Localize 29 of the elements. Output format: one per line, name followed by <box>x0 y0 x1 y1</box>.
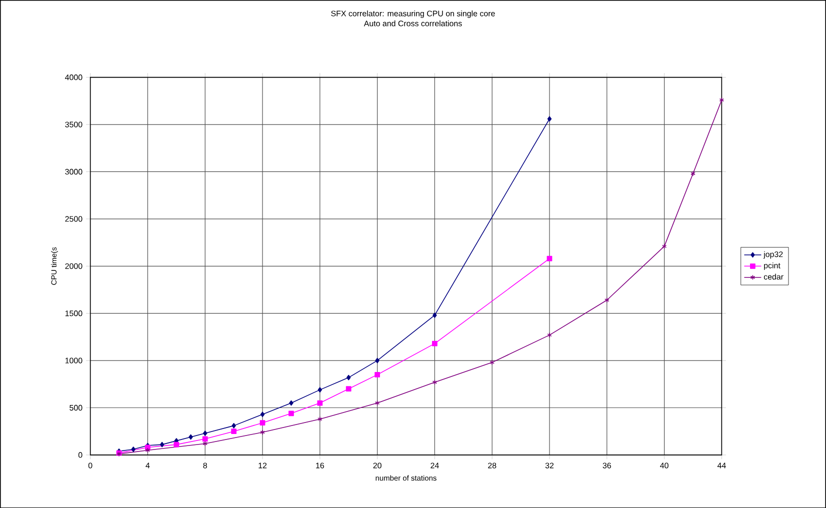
point <box>490 360 494 365</box>
point <box>232 422 236 428</box>
point <box>174 442 180 448</box>
point <box>260 420 266 426</box>
point <box>374 372 380 378</box>
point <box>231 428 237 434</box>
point <box>604 297 610 303</box>
point <box>547 332 552 338</box>
point <box>188 434 193 440</box>
point <box>547 116 552 122</box>
point <box>346 386 352 392</box>
point <box>202 440 208 446</box>
point <box>289 400 294 406</box>
point <box>202 436 208 442</box>
point <box>375 358 380 364</box>
point <box>690 170 696 176</box>
point <box>260 412 265 417</box>
point <box>202 430 208 436</box>
point <box>432 312 437 318</box>
point <box>318 416 322 422</box>
point <box>346 374 351 380</box>
point <box>317 400 323 406</box>
point <box>374 400 380 406</box>
point <box>432 340 438 346</box>
point <box>160 442 164 448</box>
point <box>288 410 294 416</box>
point <box>318 386 322 392</box>
point <box>131 446 136 452</box>
point <box>546 256 552 262</box>
